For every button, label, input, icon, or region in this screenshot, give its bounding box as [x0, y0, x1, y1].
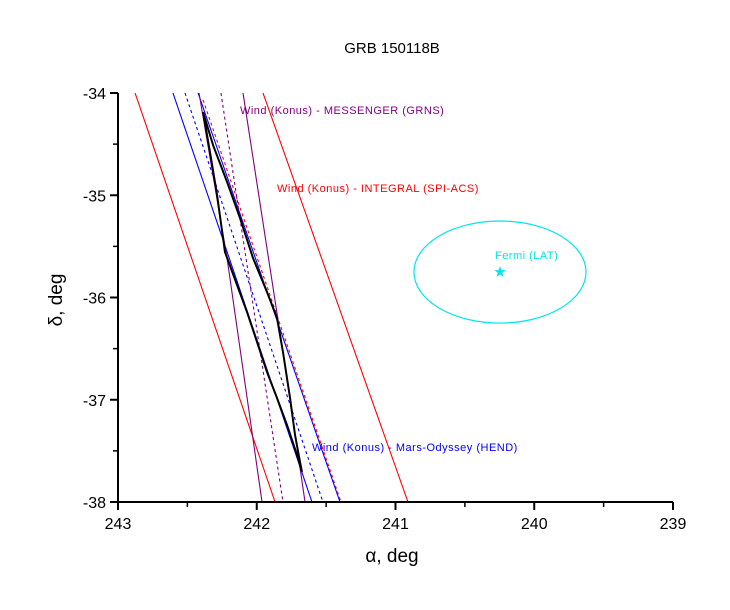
- y-tick-label: -36: [83, 291, 106, 308]
- x-tick-label: 241: [382, 516, 409, 533]
- x-axis-label: α, deg: [365, 546, 418, 567]
- series-line-8: [220, 93, 284, 502]
- plot-marks: Wind (Konus) - MESSENGER (GRNS) Wind (Kon…: [134, 93, 587, 502]
- annotation-label-3: Fermi (LAT): [495, 250, 558, 262]
- series-line-2: [202, 99, 342, 502]
- fermi-lat-error-ellipse: [413, 220, 587, 324]
- fermi-lat-star-marker: [494, 266, 506, 277]
- x-tick-label: 242: [243, 516, 270, 533]
- annotation-label-1: Wind (Konus) - INTEGRAL (SPI-ACS): [277, 183, 479, 195]
- localization-polygon: [202, 111, 303, 473]
- annotation-label-2: Wind (Konus) - Mars-Odyssey (HEND): [312, 442, 518, 454]
- series-line-1: [262, 93, 409, 502]
- series-line-0: [134, 93, 276, 502]
- y-tick-label: -37: [83, 393, 106, 410]
- y-tick-label: -35: [83, 188, 106, 205]
- axes: 243 242 241 240 239 -34 -35 -36 -37 -38: [83, 86, 687, 533]
- y-tick-label: -34: [83, 86, 106, 103]
- annotation-label-0: Wind (Konus) - MESSENGER (GRNS): [240, 105, 444, 117]
- y-tick-label: -38: [83, 495, 106, 512]
- x-tick-label: 240: [521, 516, 548, 533]
- x-tick-label: 243: [105, 516, 132, 533]
- y-axis-label: δ, deg: [46, 274, 67, 327]
- chart-title: GRB 150118B: [344, 40, 440, 57]
- plot-area: [134, 93, 587, 502]
- x-tick-label: 239: [660, 516, 687, 533]
